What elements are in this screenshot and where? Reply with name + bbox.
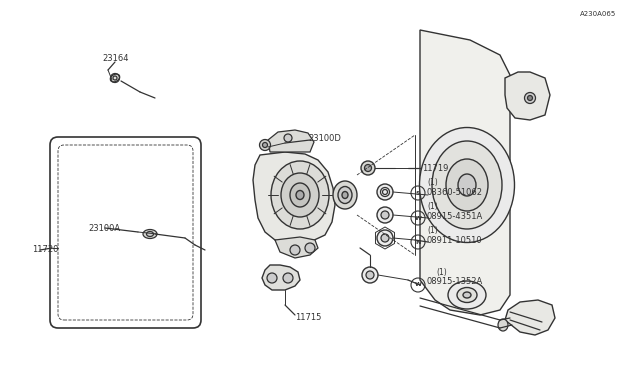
Polygon shape (505, 72, 550, 120)
Text: N: N (415, 240, 420, 244)
Text: (1): (1) (427, 225, 438, 234)
Text: 23100D: 23100D (308, 134, 341, 142)
Text: 08360-51062: 08360-51062 (427, 187, 483, 196)
Text: 11715: 11715 (295, 314, 321, 323)
Ellipse shape (448, 281, 486, 309)
Text: W: W (415, 215, 421, 221)
Ellipse shape (458, 174, 476, 196)
Circle shape (527, 96, 532, 100)
Ellipse shape (271, 161, 329, 229)
Text: (1): (1) (436, 267, 447, 276)
Circle shape (365, 164, 371, 171)
Text: A230A065: A230A065 (580, 11, 616, 17)
Polygon shape (262, 265, 300, 290)
Polygon shape (253, 152, 335, 244)
Text: 11720: 11720 (32, 246, 58, 254)
Ellipse shape (143, 230, 157, 238)
Ellipse shape (147, 231, 154, 237)
Circle shape (267, 273, 277, 283)
Circle shape (377, 207, 393, 223)
Circle shape (262, 142, 268, 148)
Ellipse shape (290, 183, 310, 207)
Text: (1): (1) (427, 202, 438, 211)
Circle shape (381, 234, 389, 242)
Ellipse shape (342, 192, 348, 199)
Circle shape (525, 93, 536, 103)
Text: 23100A: 23100A (88, 224, 120, 232)
Ellipse shape (110, 74, 120, 82)
Ellipse shape (446, 159, 488, 211)
Polygon shape (420, 30, 510, 315)
Polygon shape (275, 237, 318, 258)
Ellipse shape (498, 319, 508, 331)
Polygon shape (268, 130, 314, 152)
Text: 08911-10510: 08911-10510 (427, 235, 483, 244)
Ellipse shape (333, 181, 357, 209)
Ellipse shape (281, 173, 319, 217)
Text: W: W (415, 282, 421, 288)
Circle shape (377, 230, 393, 246)
Text: 08915-4351A: 08915-4351A (427, 212, 483, 221)
Ellipse shape (432, 141, 502, 229)
Ellipse shape (338, 186, 352, 203)
Ellipse shape (457, 288, 477, 302)
Text: 11719: 11719 (422, 164, 449, 173)
Circle shape (361, 161, 375, 175)
Text: (1): (1) (427, 177, 438, 186)
Text: 23164: 23164 (102, 54, 129, 62)
Polygon shape (505, 300, 555, 335)
Text: S: S (416, 190, 420, 196)
Ellipse shape (296, 190, 304, 199)
Circle shape (283, 273, 293, 283)
Circle shape (362, 267, 378, 283)
Text: 08915-1352A: 08915-1352A (427, 278, 483, 286)
Ellipse shape (463, 292, 471, 298)
Circle shape (284, 134, 292, 142)
Circle shape (381, 211, 389, 219)
Circle shape (377, 184, 393, 200)
Circle shape (259, 140, 271, 151)
Circle shape (305, 243, 315, 253)
Ellipse shape (419, 128, 515, 243)
Circle shape (366, 271, 374, 279)
Circle shape (290, 245, 300, 255)
